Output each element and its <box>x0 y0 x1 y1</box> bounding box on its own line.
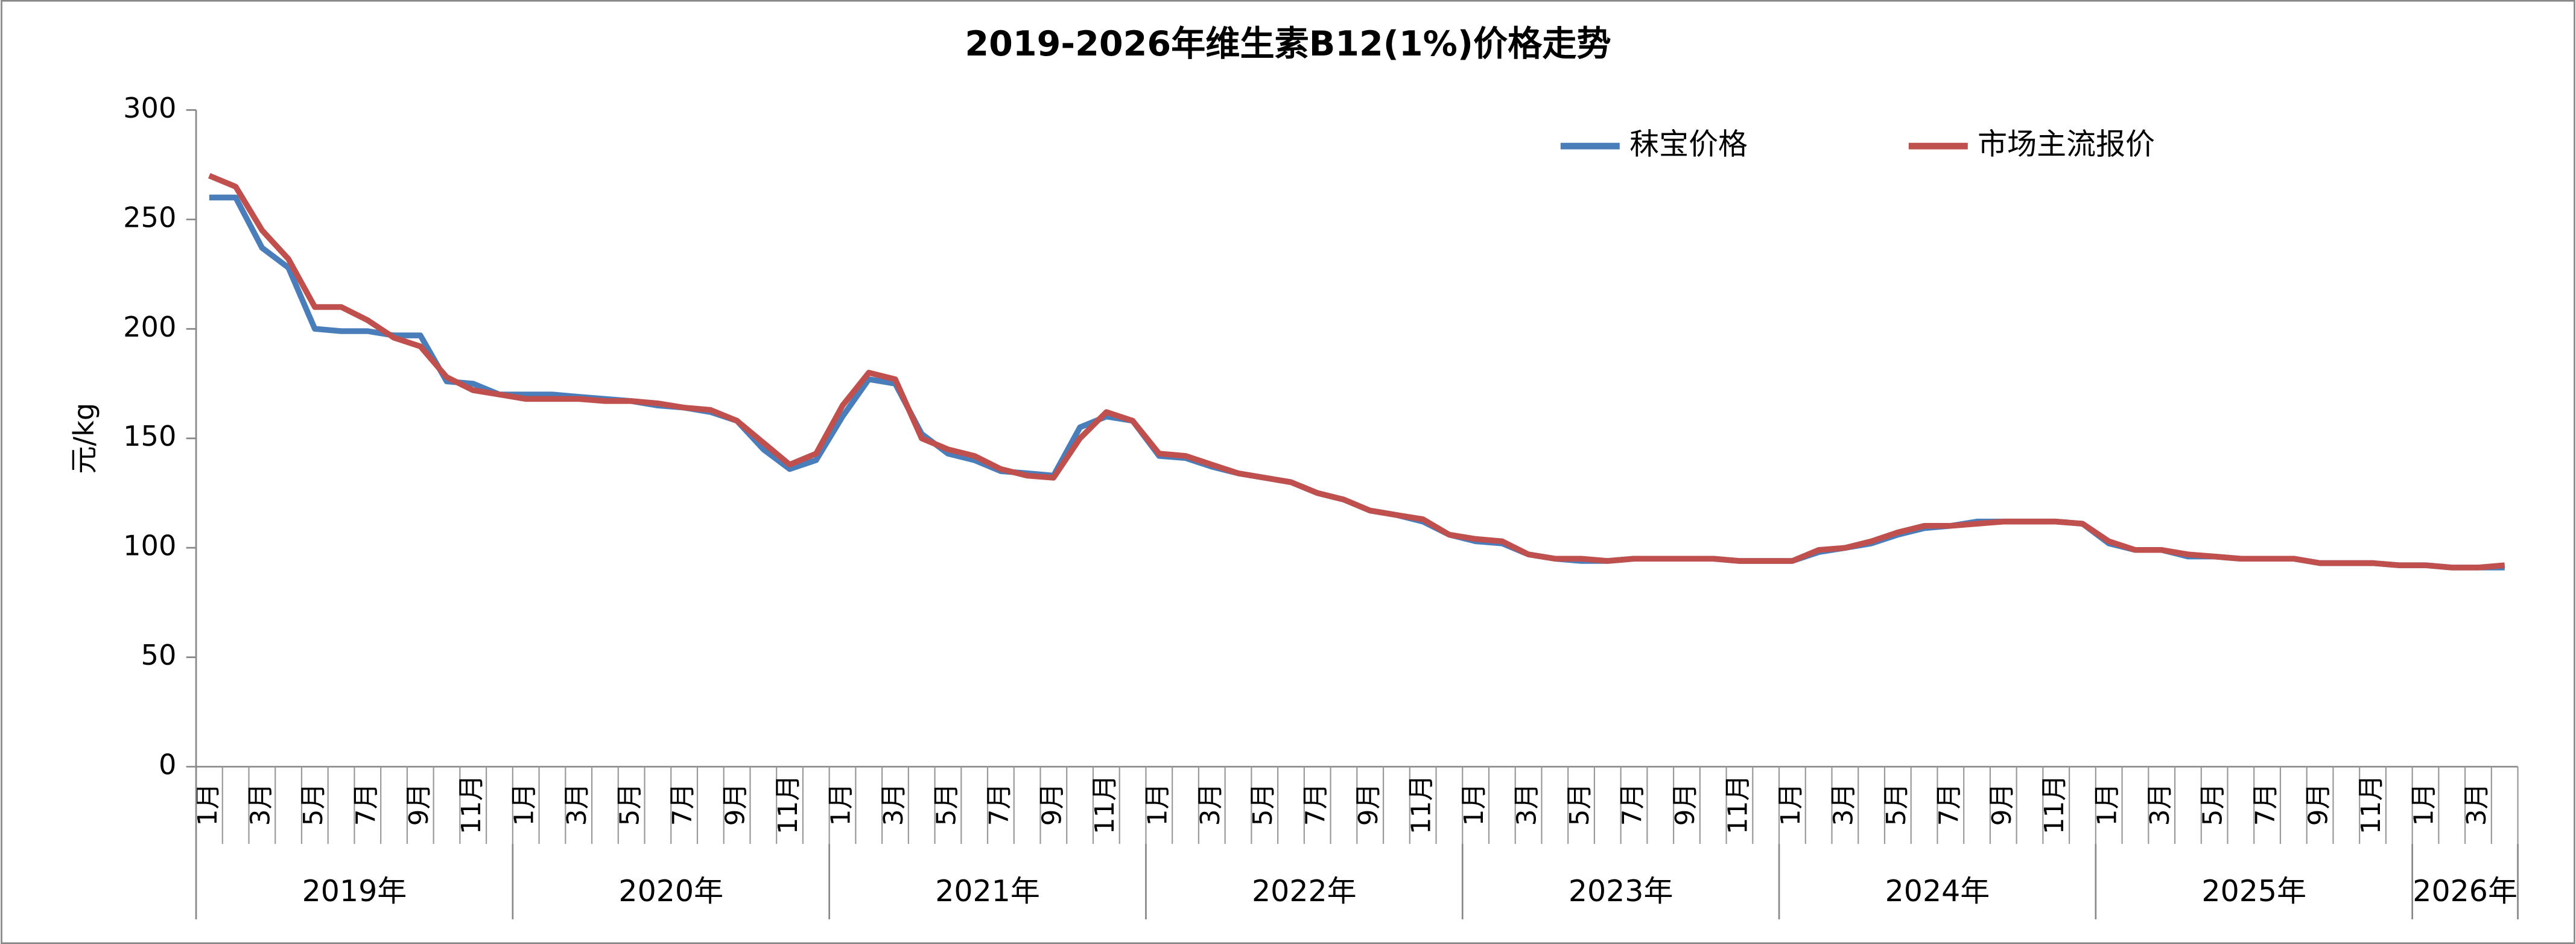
x-tick-label: 7月 <box>1934 783 1964 826</box>
y-tick-label: 0 <box>159 749 176 781</box>
x-tick-label: 9月 <box>1987 783 2017 826</box>
x-tick-label: 1月 <box>826 783 857 826</box>
x-tick-label: 1月 <box>1776 783 1806 826</box>
y-tick-label: 150 <box>123 420 176 452</box>
x-tick-label: 7月 <box>1301 783 1331 826</box>
y-tick-label: 100 <box>123 530 176 562</box>
x-tick-label: 1月 <box>1459 783 1489 826</box>
x-tick-label: 3月 <box>879 783 909 826</box>
year-label: 2021年 <box>935 874 1040 908</box>
x-tick-label: 11月 <box>1723 775 1753 834</box>
x-tick-label: 1月 <box>193 783 223 826</box>
x-tick-label: 11月 <box>2356 775 2387 834</box>
year-label: 2023年 <box>1569 874 1673 908</box>
y-axis-label: 元/kg <box>68 403 100 474</box>
chart-title: 2019-2026年维生素B12(1%)价格走势 <box>965 24 1611 64</box>
y-tick-label: 200 <box>123 311 176 343</box>
year-label: 2026年 <box>2413 874 2517 908</box>
x-tick-label: 7月 <box>668 783 698 826</box>
x-tick-label: 1月 <box>510 783 540 826</box>
y-tick-label: 250 <box>123 201 176 233</box>
x-tick-label: 1月 <box>2409 783 2440 826</box>
x-tick-label: 5月 <box>1565 783 1595 826</box>
x-tick-label: 5月 <box>615 783 646 826</box>
x-tick-label: 5月 <box>931 783 962 826</box>
x-tick-label: 11月 <box>2040 775 2070 834</box>
x-tick-label: 5月 <box>2198 783 2229 826</box>
year-label: 2024年 <box>1885 874 1990 908</box>
x-tick-label: 1月 <box>2093 783 2123 826</box>
x-tick-label: 5月 <box>1882 783 1912 826</box>
year-label: 2020年 <box>618 874 723 908</box>
x-tick-label: 9月 <box>1037 783 1067 826</box>
x-tick-label: 11月 <box>457 775 487 834</box>
x-tick-label: 3月 <box>2462 783 2492 826</box>
x-tick-label: 3月 <box>2145 783 2175 826</box>
y-tick-label: 50 <box>141 639 177 671</box>
x-tick-label: 9月 <box>721 783 751 826</box>
x-tick-label: 3月 <box>562 783 592 826</box>
x-tick-label: 7月 <box>985 783 1015 826</box>
legend-label: 市场主流报价 <box>1978 127 2155 162</box>
x-tick-label: 3月 <box>1196 783 1226 826</box>
x-tick-label: 1月 <box>1143 783 1173 826</box>
year-label: 2022年 <box>1252 874 1357 908</box>
x-tick-label: 7月 <box>1618 783 1648 826</box>
year-label: 2025年 <box>2201 874 2306 908</box>
x-tick-label: 11月 <box>1407 775 1437 834</box>
y-tick-label: 300 <box>123 92 176 124</box>
x-tick-label: 7月 <box>351 783 381 826</box>
legend-label: 秣宝价格 <box>1629 127 1748 162</box>
x-tick-label: 11月 <box>1090 775 1120 834</box>
x-tick-label: 3月 <box>246 783 276 826</box>
x-tick-label: 5月 <box>1248 783 1278 826</box>
x-tick-label: 3月 <box>1512 783 1543 826</box>
x-tick-label: 7月 <box>2251 783 2281 826</box>
x-tick-label: 9月 <box>404 783 434 826</box>
series-line <box>208 173 2505 571</box>
x-tick-label: 5月 <box>299 783 329 826</box>
year-label: 2019年 <box>302 874 407 908</box>
x-tick-label: 9月 <box>2304 783 2334 826</box>
x-tick-label: 3月 <box>1829 783 1859 826</box>
x-tick-label: 11月 <box>773 775 804 834</box>
x-tick-label: 9月 <box>1354 783 1384 826</box>
x-tick-label: 9月 <box>1670 783 1701 826</box>
